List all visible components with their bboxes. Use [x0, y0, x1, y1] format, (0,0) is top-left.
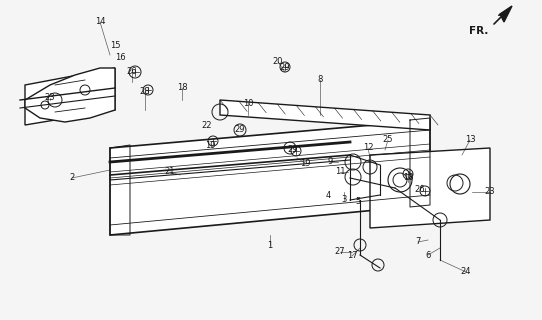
Text: 11: 11	[335, 167, 345, 177]
Text: 12: 12	[363, 143, 373, 153]
Text: 6: 6	[425, 251, 431, 260]
Text: 24: 24	[461, 268, 471, 276]
Text: 18: 18	[177, 84, 188, 92]
Text: 19: 19	[300, 158, 310, 167]
Text: 17: 17	[347, 252, 357, 260]
Text: 29: 29	[235, 125, 245, 134]
Polygon shape	[500, 6, 512, 22]
Text: 14: 14	[95, 18, 105, 27]
Text: 16: 16	[115, 52, 125, 61]
Text: 29: 29	[280, 63, 291, 73]
Text: 1: 1	[267, 241, 273, 250]
Text: 26: 26	[415, 186, 425, 195]
Polygon shape	[110, 120, 430, 235]
Text: 3: 3	[341, 196, 347, 204]
Text: 5: 5	[356, 197, 360, 206]
Text: 28: 28	[140, 87, 150, 97]
Text: 25: 25	[383, 135, 393, 145]
Polygon shape	[370, 148, 490, 228]
Text: 2: 2	[69, 173, 75, 182]
Text: 20: 20	[273, 58, 283, 67]
Text: 26: 26	[127, 68, 137, 76]
Text: 27: 27	[335, 247, 345, 257]
Text: 19: 19	[205, 140, 215, 149]
Text: FR.: FR.	[469, 26, 488, 36]
Text: 4: 4	[325, 191, 331, 201]
Text: 21: 21	[165, 167, 175, 177]
Text: 23: 23	[44, 93, 55, 102]
Text: 9: 9	[327, 157, 333, 166]
Text: 8: 8	[317, 76, 322, 84]
Text: 7: 7	[415, 237, 421, 246]
Text: 22: 22	[202, 121, 212, 130]
Text: 18: 18	[403, 172, 414, 181]
Text: 15: 15	[109, 41, 120, 50]
Text: 13: 13	[464, 135, 475, 145]
Polygon shape	[25, 68, 115, 122]
Text: 10: 10	[243, 99, 253, 108]
Polygon shape	[25, 68, 115, 125]
Text: 29: 29	[288, 146, 298, 155]
Text: 23: 23	[485, 188, 495, 196]
Circle shape	[50, 95, 60, 105]
Polygon shape	[220, 100, 430, 130]
